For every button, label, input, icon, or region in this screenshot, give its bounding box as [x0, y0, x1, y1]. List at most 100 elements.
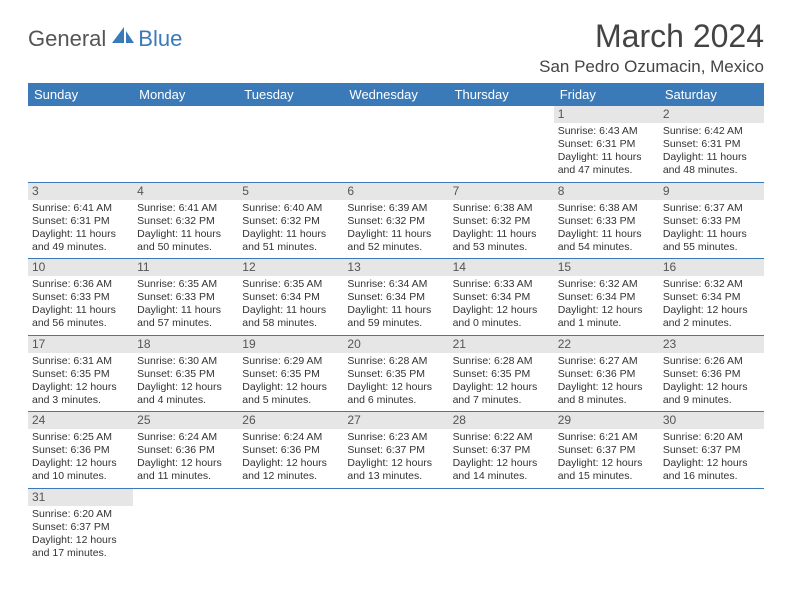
calendar-day-cell: 26Sunrise: 6:24 AMSunset: 6:36 PMDayligh… — [238, 412, 343, 489]
daylight-line: Daylight: 11 hours and 57 minutes. — [137, 304, 234, 330]
day-number: 10 — [28, 259, 133, 276]
calendar-day-cell: 28Sunrise: 6:22 AMSunset: 6:37 PMDayligh… — [449, 412, 554, 489]
sunset-line: Sunset: 6:35 PM — [137, 368, 234, 381]
sunrise-line: Sunrise: 6:25 AM — [32, 431, 129, 444]
sunset-line: Sunset: 6:32 PM — [137, 215, 234, 228]
calendar-day-cell — [238, 106, 343, 182]
day-number: 15 — [554, 259, 659, 276]
day-number: 17 — [28, 336, 133, 353]
sunset-line: Sunset: 6:37 PM — [663, 444, 760, 457]
sunset-line: Sunset: 6:37 PM — [32, 521, 129, 534]
daylight-line: Daylight: 12 hours and 4 minutes. — [137, 381, 234, 407]
sunset-line: Sunset: 6:37 PM — [558, 444, 655, 457]
day-body: Sunrise: 6:39 AMSunset: 6:32 PMDaylight:… — [343, 200, 448, 259]
sunset-line: Sunset: 6:34 PM — [558, 291, 655, 304]
sunset-line: Sunset: 6:34 PM — [663, 291, 760, 304]
daylight-line: Daylight: 12 hours and 6 minutes. — [347, 381, 444, 407]
day-number: 22 — [554, 336, 659, 353]
day-body: Sunrise: 6:41 AMSunset: 6:32 PMDaylight:… — [133, 200, 238, 259]
day-number: 25 — [133, 412, 238, 429]
sunset-line: Sunset: 6:33 PM — [663, 215, 760, 228]
calendar-day-cell: 25Sunrise: 6:24 AMSunset: 6:36 PMDayligh… — [133, 412, 238, 489]
day-body: Sunrise: 6:41 AMSunset: 6:31 PMDaylight:… — [28, 200, 133, 259]
day-body: Sunrise: 6:24 AMSunset: 6:36 PMDaylight:… — [133, 429, 238, 488]
day-body: Sunrise: 6:31 AMSunset: 6:35 PMDaylight:… — [28, 353, 133, 412]
calendar-day-cell — [554, 488, 659, 564]
daylight-line: Daylight: 11 hours and 59 minutes. — [347, 304, 444, 330]
sunrise-line: Sunrise: 6:35 AM — [137, 278, 234, 291]
day-number: 11 — [133, 259, 238, 276]
day-body: Sunrise: 6:34 AMSunset: 6:34 PMDaylight:… — [343, 276, 448, 335]
calendar-day-cell: 11Sunrise: 6:35 AMSunset: 6:33 PMDayligh… — [133, 259, 238, 336]
daylight-line: Daylight: 12 hours and 9 minutes. — [663, 381, 760, 407]
sunrise-line: Sunrise: 6:28 AM — [453, 355, 550, 368]
daylight-line: Daylight: 11 hours and 55 minutes. — [663, 228, 760, 254]
day-body: Sunrise: 6:27 AMSunset: 6:36 PMDaylight:… — [554, 353, 659, 412]
sunrise-line: Sunrise: 6:38 AM — [453, 202, 550, 215]
calendar-week-row: 17Sunrise: 6:31 AMSunset: 6:35 PMDayligh… — [28, 335, 764, 412]
day-body: Sunrise: 6:20 AMSunset: 6:37 PMDaylight:… — [28, 506, 133, 565]
sunrise-line: Sunrise: 6:43 AM — [558, 125, 655, 138]
day-number: 7 — [449, 183, 554, 200]
sunset-line: Sunset: 6:35 PM — [242, 368, 339, 381]
calendar-day-cell: 24Sunrise: 6:25 AMSunset: 6:36 PMDayligh… — [28, 412, 133, 489]
weekday-header: Thursday — [449, 83, 554, 106]
day-number: 13 — [343, 259, 448, 276]
day-body: Sunrise: 6:29 AMSunset: 6:35 PMDaylight:… — [238, 353, 343, 412]
sunrise-line: Sunrise: 6:24 AM — [137, 431, 234, 444]
calendar-day-cell: 5Sunrise: 6:40 AMSunset: 6:32 PMDaylight… — [238, 182, 343, 259]
weekday-header: Saturday — [659, 83, 764, 106]
sunrise-line: Sunrise: 6:23 AM — [347, 431, 444, 444]
calendar-day-cell: 21Sunrise: 6:28 AMSunset: 6:35 PMDayligh… — [449, 335, 554, 412]
calendar-day-cell — [449, 106, 554, 182]
day-number: 1 — [554, 106, 659, 123]
sunset-line: Sunset: 6:36 PM — [242, 444, 339, 457]
sunrise-line: Sunrise: 6:42 AM — [663, 125, 760, 138]
day-body: Sunrise: 6:43 AMSunset: 6:31 PMDaylight:… — [554, 123, 659, 182]
day-number: 8 — [554, 183, 659, 200]
sunrise-line: Sunrise: 6:21 AM — [558, 431, 655, 444]
logo: General Blue — [28, 26, 182, 52]
sunset-line: Sunset: 6:36 PM — [663, 368, 760, 381]
daylight-line: Daylight: 12 hours and 14 minutes. — [453, 457, 550, 483]
day-body: Sunrise: 6:38 AMSunset: 6:33 PMDaylight:… — [554, 200, 659, 259]
daylight-line: Daylight: 11 hours and 51 minutes. — [242, 228, 339, 254]
month-title: March 2024 — [539, 18, 764, 55]
day-body: Sunrise: 6:38 AMSunset: 6:32 PMDaylight:… — [449, 200, 554, 259]
calendar-day-cell: 22Sunrise: 6:27 AMSunset: 6:36 PMDayligh… — [554, 335, 659, 412]
calendar-day-cell: 20Sunrise: 6:28 AMSunset: 6:35 PMDayligh… — [343, 335, 448, 412]
sunset-line: Sunset: 6:35 PM — [453, 368, 550, 381]
day-number: 23 — [659, 336, 764, 353]
sunrise-line: Sunrise: 6:34 AM — [347, 278, 444, 291]
calendar-header-row: SundayMondayTuesdayWednesdayThursdayFrid… — [28, 83, 764, 106]
sunrise-line: Sunrise: 6:32 AM — [663, 278, 760, 291]
daylight-line: Daylight: 11 hours and 47 minutes. — [558, 151, 655, 177]
calendar-day-cell: 4Sunrise: 6:41 AMSunset: 6:32 PMDaylight… — [133, 182, 238, 259]
calendar-day-cell — [133, 488, 238, 564]
calendar-day-cell: 30Sunrise: 6:20 AMSunset: 6:37 PMDayligh… — [659, 412, 764, 489]
day-number: 28 — [449, 412, 554, 429]
daylight-line: Daylight: 12 hours and 13 minutes. — [347, 457, 444, 483]
day-number: 30 — [659, 412, 764, 429]
daylight-line: Daylight: 12 hours and 11 minutes. — [137, 457, 234, 483]
calendar-week-row: 24Sunrise: 6:25 AMSunset: 6:36 PMDayligh… — [28, 412, 764, 489]
calendar-day-cell: 31Sunrise: 6:20 AMSunset: 6:37 PMDayligh… — [28, 488, 133, 564]
calendar-day-cell — [133, 106, 238, 182]
day-number: 4 — [133, 183, 238, 200]
sunrise-line: Sunrise: 6:36 AM — [32, 278, 129, 291]
calendar-week-row: 3Sunrise: 6:41 AMSunset: 6:31 PMDaylight… — [28, 182, 764, 259]
calendar-day-cell — [238, 488, 343, 564]
sunset-line: Sunset: 6:34 PM — [347, 291, 444, 304]
calendar-day-cell: 29Sunrise: 6:21 AMSunset: 6:37 PMDayligh… — [554, 412, 659, 489]
day-body: Sunrise: 6:24 AMSunset: 6:36 PMDaylight:… — [238, 429, 343, 488]
calendar-day-cell: 10Sunrise: 6:36 AMSunset: 6:33 PMDayligh… — [28, 259, 133, 336]
calendar-day-cell: 2Sunrise: 6:42 AMSunset: 6:31 PMDaylight… — [659, 106, 764, 182]
sunset-line: Sunset: 6:36 PM — [558, 368, 655, 381]
daylight-line: Daylight: 12 hours and 2 minutes. — [663, 304, 760, 330]
sunrise-line: Sunrise: 6:37 AM — [663, 202, 760, 215]
daylight-line: Daylight: 12 hours and 0 minutes. — [453, 304, 550, 330]
day-number: 12 — [238, 259, 343, 276]
daylight-line: Daylight: 11 hours and 58 minutes. — [242, 304, 339, 330]
calendar-day-cell: 27Sunrise: 6:23 AMSunset: 6:37 PMDayligh… — [343, 412, 448, 489]
sunrise-line: Sunrise: 6:35 AM — [242, 278, 339, 291]
